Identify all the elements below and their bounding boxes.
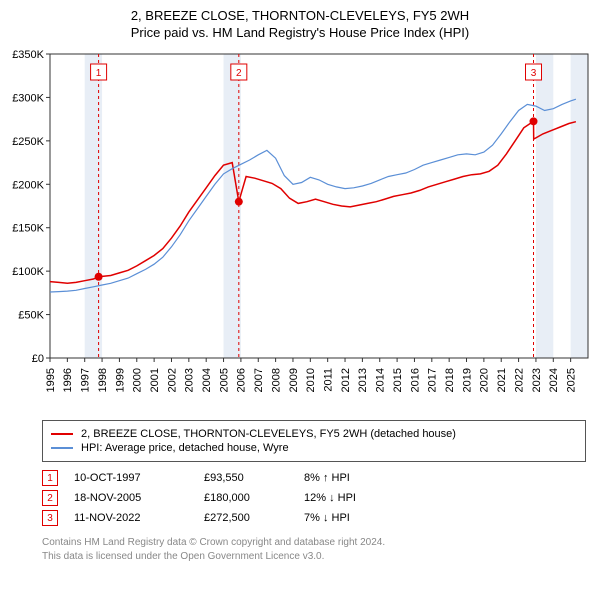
x-tick-label: 2018 xyxy=(444,368,456,392)
x-tick-label: 1999 xyxy=(114,368,126,392)
title-subtitle: Price paid vs. HM Land Registry's House … xyxy=(6,25,594,40)
event-badge-label: 2 xyxy=(236,68,242,79)
legend: 2, BREEZE CLOSE, THORNTON-CLEVELEYS, FY5… xyxy=(42,420,586,462)
event-badge-label: 3 xyxy=(531,68,537,79)
x-tick-label: 2005 xyxy=(218,368,230,392)
x-tick-label: 2016 xyxy=(409,368,421,392)
y-tick-label: £100K xyxy=(12,266,44,278)
event-date: 18-NOV-2005 xyxy=(74,492,204,504)
event-row: 1 10-OCT-1997£93,5508% ↑ HPI xyxy=(42,470,586,486)
event-marker xyxy=(235,198,243,206)
legend-row: 2, BREEZE CLOSE, THORNTON-CLEVELEYS, FY5… xyxy=(51,428,577,440)
shaded-band xyxy=(536,54,553,358)
x-tick-label: 2013 xyxy=(357,368,369,392)
legend-swatch xyxy=(51,433,73,435)
x-tick-label: 2024 xyxy=(548,368,560,392)
chart-plot: £0 £50K £100K £150K £200K £250K £300K £350K 1995… xyxy=(6,48,594,408)
x-tick-label: 2023 xyxy=(531,368,543,392)
x-tick-label: 2021 xyxy=(496,368,508,392)
event-price: £180,000 xyxy=(204,492,304,504)
shaded-band xyxy=(85,54,102,358)
series-hpi xyxy=(50,99,576,292)
chart-svg: £0 £50K £100K £150K £200K £250K £300K £350K 1995… xyxy=(6,48,594,408)
plot-border xyxy=(50,54,588,358)
legend-row: HPI: Average price, detached house, Wyre xyxy=(51,442,577,454)
y-tick-label: £350K xyxy=(12,49,44,61)
event-date: 10-OCT-1997 xyxy=(74,472,204,484)
legend-swatch xyxy=(51,447,73,449)
x-tick-label: 2011 xyxy=(323,368,335,392)
event-badge-label: 1 xyxy=(96,68,102,79)
event-row: 3 11-NOV-2022£272,5007% ↓ HPI xyxy=(42,510,586,526)
event-badge: 1 xyxy=(42,470,58,486)
y-tick-label: £250K xyxy=(12,136,44,148)
event-badge: 2 xyxy=(42,490,58,506)
x-tick-label: 2014 xyxy=(375,368,387,392)
y-tick-label: £50K xyxy=(18,310,44,322)
x-tick-label: 2002 xyxy=(166,368,178,392)
x-tick-label: 2017 xyxy=(427,368,439,392)
x-tick-label: 2012 xyxy=(340,368,352,392)
event-delta: 7% ↓ HPI xyxy=(304,512,424,524)
x-tick-label: 2020 xyxy=(479,368,491,392)
x-tick-label: 1998 xyxy=(97,368,109,392)
x-tick-label: 2000 xyxy=(132,368,144,392)
y-tick-label: £200K xyxy=(12,179,44,191)
event-row: 2 18-NOV-2005£180,00012% ↓ HPI xyxy=(42,490,586,506)
title-address: 2, BREEZE CLOSE, THORNTON-CLEVELEYS, FY5… xyxy=(6,8,594,23)
attribution-line2: This data is licensed under the Open Gov… xyxy=(42,550,586,564)
x-tick-label: 1996 xyxy=(62,368,74,392)
shaded-band xyxy=(224,54,241,358)
x-tick-label: 2019 xyxy=(461,368,473,392)
legend-label: 2, BREEZE CLOSE, THORNTON-CLEVELEYS, FY5… xyxy=(81,428,456,440)
x-tick-label: 2022 xyxy=(513,368,525,392)
title-block: 2, BREEZE CLOSE, THORNTON-CLEVELEYS, FY5… xyxy=(6,8,594,40)
x-tick-label: 2025 xyxy=(565,368,577,392)
events-table: 1 10-OCT-1997£93,5508% ↑ HPI 2 18-NOV-2005£… xyxy=(42,470,586,526)
event-date: 11-NOV-2022 xyxy=(74,512,204,524)
event-price: £272,500 xyxy=(204,512,304,524)
legend-label: HPI: Average price, detached house, Wyre xyxy=(81,442,289,454)
x-tick-label: 2009 xyxy=(288,368,300,392)
x-tick-label: 1997 xyxy=(80,368,92,392)
chart-container: 2, BREEZE CLOSE, THORNTON-CLEVELEYS, FY5… xyxy=(0,0,600,590)
event-price: £93,550 xyxy=(204,472,304,484)
x-tick-label: 2001 xyxy=(149,368,161,392)
x-tick-label: 2010 xyxy=(305,368,317,392)
y-tick-label: £0 xyxy=(32,353,44,365)
series-price_paid xyxy=(50,121,576,283)
event-marker xyxy=(95,273,103,281)
x-tick-label: 2015 xyxy=(392,368,404,392)
event-marker xyxy=(530,117,538,125)
event-delta: 8% ↑ HPI xyxy=(304,472,424,484)
y-tick-label: £300K xyxy=(12,92,44,104)
event-delta: 12% ↓ HPI xyxy=(304,492,424,504)
x-tick-label: 2007 xyxy=(253,368,265,392)
y-tick-label: £150K xyxy=(12,223,44,235)
x-tick-label: 2004 xyxy=(201,368,213,392)
attribution: Contains HM Land Registry data © Crown c… xyxy=(42,536,586,564)
event-badge: 3 xyxy=(42,510,58,526)
x-tick-label: 2008 xyxy=(270,368,282,392)
x-tick-label: 2003 xyxy=(184,368,196,392)
attribution-line1: Contains HM Land Registry data © Crown c… xyxy=(42,536,586,550)
x-tick-label: 2006 xyxy=(236,368,248,392)
x-tick-label: 1995 xyxy=(45,368,57,392)
